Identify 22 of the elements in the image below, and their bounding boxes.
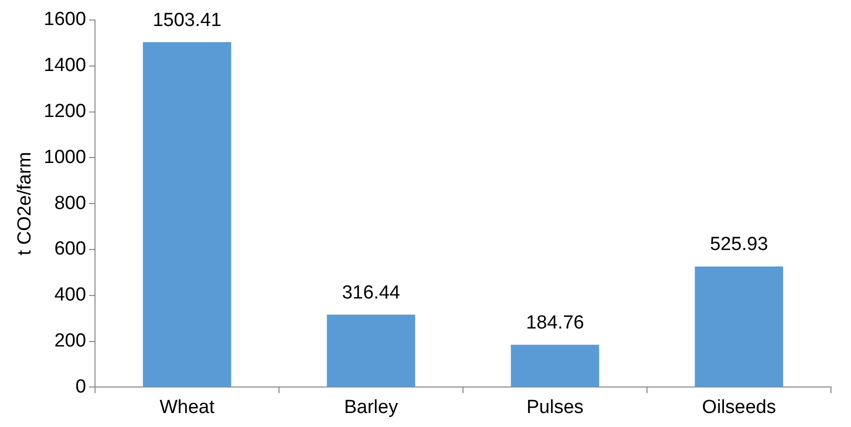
y-tick-label: 1200 [44, 101, 86, 122]
data-label: 184.76 [526, 312, 584, 334]
data-label: 316.44 [342, 282, 401, 304]
data-label: 1503.41 [152, 10, 222, 31]
y-tick-label: 1400 [44, 55, 86, 76]
bar [510, 344, 600, 387]
x-tick-label: Oilseeds [702, 396, 776, 418]
y-tick-label: 200 [54, 330, 86, 352]
y-tick-label: 1000 [44, 146, 86, 168]
bar [694, 266, 784, 387]
y-tick-label: 800 [54, 192, 86, 214]
y-axis-title: t CO2e/farm [14, 152, 36, 256]
bar [142, 42, 232, 387]
x-tick-label: Wheat [160, 396, 216, 418]
y-tick-label: 0 [75, 376, 86, 398]
x-tick-label: Pulses [526, 396, 584, 418]
y-tick-label: 1600 [44, 9, 86, 30]
y-tick-label: 400 [54, 284, 86, 306]
bar [326, 314, 416, 387]
x-tick-label: Barley [344, 396, 398, 418]
y-tick-label: 600 [54, 238, 86, 260]
data-label: 525.93 [710, 234, 768, 256]
